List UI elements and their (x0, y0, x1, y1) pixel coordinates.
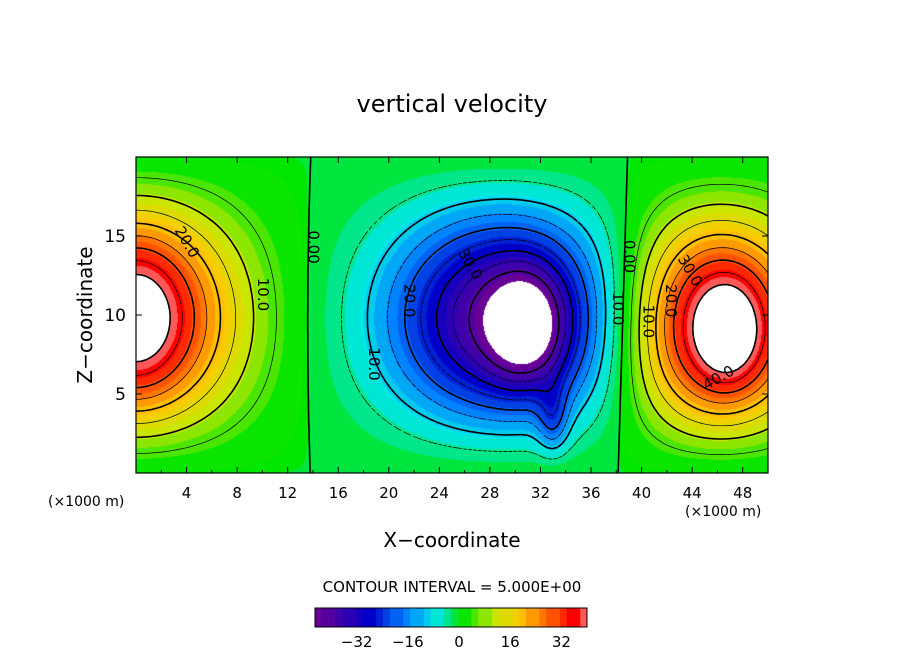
colorbar-cell (573, 608, 581, 627)
colorbar-cell (505, 608, 513, 627)
colorbar-cell (451, 608, 459, 627)
colorbar-cell (430, 608, 438, 627)
contour-label: 10.0 (365, 347, 383, 380)
colorbar-cell (417, 608, 425, 627)
chart-title: vertical velocity (357, 90, 548, 118)
x-tick-label: 44 (683, 484, 702, 502)
colorbar-cell (355, 608, 363, 627)
x-tick-label: 40 (632, 484, 651, 502)
colorbar-cell (342, 608, 350, 627)
colorbar-cell (546, 608, 554, 627)
x-tick-label: 12 (278, 484, 297, 502)
colorbar-cell (559, 608, 567, 627)
contour-interval-label: CONTOUR INTERVAL = 5.000E+00 (323, 578, 582, 596)
contour-label: 10.0 (254, 278, 272, 311)
contour-lines (135, 156, 769, 474)
contour-label: 0.00 (620, 240, 638, 273)
x-unit-left: (×1000 m) (48, 494, 124, 510)
colorbar-cell (335, 608, 343, 627)
colorbar-ticks: −32 −16 0 16 32 (341, 633, 571, 651)
colorbar-tick-label: 32 (552, 633, 571, 651)
colorbar-cell (396, 608, 404, 627)
colorbar-cell (464, 608, 472, 627)
x-axis-ticks: 4 8 12 16 20 24 28 32 36 40 44 48 (160, 157, 752, 502)
contour-label: 20.0 (662, 284, 680, 317)
colorbar-cell (437, 608, 445, 627)
x-tick-label: 36 (581, 484, 600, 502)
contour-line (387, 213, 598, 440)
contour-label: 0.00 (304, 230, 322, 263)
x-tick-label: 4 (182, 484, 192, 502)
colorbar-tick-label: −16 (392, 633, 424, 651)
colorbar-cell (539, 608, 547, 627)
colorbar-cell (580, 608, 588, 627)
colorbar-cell (423, 608, 431, 627)
colorbar-cell (566, 608, 574, 627)
plot-area: 20.010.00.0010.020.030.010.00.0010.020.0… (135, 156, 769, 474)
colorbar-cell (362, 608, 370, 627)
contour-line (435, 249, 574, 393)
colorbar-cell (349, 608, 357, 627)
contour-line (135, 194, 769, 440)
colorbar-cell (498, 608, 506, 627)
y-axis-label: Z−coordinate (73, 246, 97, 383)
y-tick-label: 10 (104, 306, 126, 326)
contour-line (135, 222, 769, 415)
x-tick-label: 28 (480, 484, 499, 502)
contour-line (135, 247, 769, 394)
colorbar-cell (478, 608, 486, 627)
contour-line (366, 198, 607, 450)
contour-label: 10.0 (639, 305, 657, 338)
colorbar-cell (471, 608, 479, 627)
colorbar-cell (376, 608, 384, 627)
colorbar-cell (321, 608, 329, 627)
x-tick-label: 16 (329, 484, 348, 502)
contour-line (306, 156, 629, 474)
x-tick-label: 20 (379, 484, 398, 502)
colorbar-cell (525, 608, 533, 627)
x-tick-label: 24 (430, 484, 449, 502)
contour-line (135, 260, 766, 384)
colorbar-cell (389, 608, 397, 627)
contour-line (420, 239, 581, 417)
colorbar-cell (519, 608, 527, 627)
colorbar-cell (491, 608, 499, 627)
colorbar-cell (328, 608, 336, 627)
y-axis-ticks: 5 10 15 (104, 227, 768, 405)
colorbar-cell (532, 608, 540, 627)
y-tick-label: 15 (104, 227, 126, 247)
x-unit-right: (×1000 m) (685, 504, 761, 520)
contour-line (452, 260, 567, 383)
colorbar-cell (512, 608, 520, 627)
y-tick-label: 5 (115, 385, 126, 405)
colorbar-cell (485, 608, 493, 627)
x-tick-label: 48 (733, 484, 752, 502)
contour-line (341, 180, 615, 460)
colorbar-cell (315, 608, 323, 627)
colorbar-cell (369, 608, 377, 627)
colorbar-frame (314, 607, 588, 628)
contour-line (404, 226, 590, 431)
colorbar: −32 −16 0 16 32 (314, 607, 588, 651)
x-axis-label: X−coordinate (383, 528, 520, 552)
contour-line (468, 270, 560, 374)
colorbar-cell (403, 608, 411, 627)
colorbar-cell (553, 608, 561, 627)
contour-line (135, 273, 758, 374)
colorbar-tick-label: 16 (501, 633, 520, 651)
x-tick-label: 32 (531, 484, 550, 502)
colorbar-tick-label: −32 (341, 633, 373, 651)
colorbar-cell (457, 608, 465, 627)
contour-label: 20.0 (401, 284, 419, 317)
contour-line (135, 177, 769, 455)
colorbar-cell (444, 608, 452, 627)
x-tick-label: 8 (232, 484, 242, 502)
colorbar-tick-label: 0 (454, 633, 464, 651)
contour-label: 10.0 (609, 292, 627, 325)
colorbar-cell (383, 608, 391, 627)
colorbar-cell (410, 608, 418, 627)
contour-line (135, 209, 769, 427)
